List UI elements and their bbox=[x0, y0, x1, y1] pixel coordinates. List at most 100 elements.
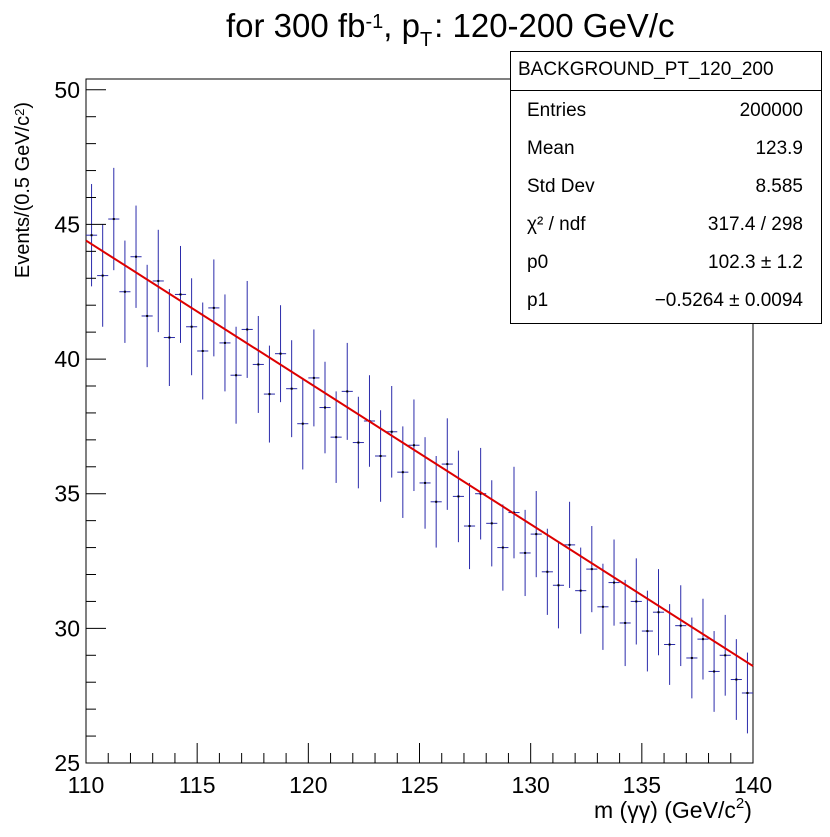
data-point bbox=[286, 340, 298, 438]
data-point bbox=[330, 391, 342, 483]
x-tick-label: 120 bbox=[289, 772, 327, 798]
stats-label: p0 bbox=[527, 252, 549, 273]
stats-row: χ² / ndf 317.4 / 298 bbox=[511, 210, 821, 240]
data-marker bbox=[613, 581, 616, 584]
data-marker bbox=[268, 393, 271, 396]
data-marker bbox=[568, 543, 571, 546]
data-marker bbox=[190, 325, 193, 328]
data-point bbox=[141, 264, 153, 368]
data-marker bbox=[635, 600, 638, 603]
data-marker bbox=[157, 279, 160, 282]
data-point bbox=[541, 528, 553, 615]
data-point bbox=[441, 418, 453, 510]
data-point bbox=[252, 315, 264, 413]
ylabel-suffix: ) bbox=[12, 101, 34, 109]
data-marker bbox=[657, 611, 660, 614]
data-marker bbox=[301, 422, 304, 425]
data-point bbox=[241, 280, 253, 378]
data-point bbox=[486, 480, 498, 567]
data-marker bbox=[646, 630, 649, 633]
y-tick-label: 25 bbox=[54, 750, 80, 776]
data-marker bbox=[379, 455, 382, 458]
data-marker bbox=[246, 328, 249, 331]
title-unit: GeV/c bbox=[582, 7, 675, 44]
data-point bbox=[497, 504, 509, 591]
x-axis: 110 115 120 125 130 135 140 bbox=[68, 743, 772, 798]
data-point bbox=[386, 385, 398, 478]
data-marker bbox=[312, 376, 315, 379]
data-point bbox=[408, 399, 420, 492]
x-tick-label: 135 bbox=[623, 772, 661, 798]
y-tick-label: 35 bbox=[54, 481, 80, 507]
data-marker bbox=[446, 463, 449, 466]
data-marker bbox=[324, 406, 327, 409]
data-point bbox=[697, 598, 709, 680]
data-marker bbox=[601, 605, 604, 608]
stats-value: −0.5264 ± 0.0094 bbox=[654, 290, 803, 311]
data-point bbox=[730, 639, 742, 720]
data-marker bbox=[579, 589, 582, 592]
data-marker bbox=[701, 638, 704, 641]
y-tick-label: 50 bbox=[54, 77, 80, 103]
y-axis: 25 30 35 40 45 50 bbox=[54, 77, 106, 776]
data-point bbox=[375, 410, 387, 502]
data-marker bbox=[101, 274, 104, 277]
data-point bbox=[174, 245, 187, 343]
data-point bbox=[119, 240, 131, 343]
data-marker bbox=[735, 678, 738, 681]
data-point bbox=[108, 167, 120, 271]
data-marker bbox=[390, 430, 393, 433]
stats-value: 200000 bbox=[739, 100, 803, 121]
x-tick-label: 110 bbox=[68, 772, 105, 798]
stats-box: BACKGROUND_PT_120_200 Entries 200000 Mean… bbox=[510, 51, 822, 324]
data-marker bbox=[212, 306, 215, 309]
data-marker bbox=[179, 293, 182, 296]
data-point bbox=[419, 437, 431, 529]
data-marker bbox=[401, 471, 404, 474]
stats-label: Entries bbox=[527, 100, 587, 121]
y-axis-label: Events/(0.5 GeV/c2) bbox=[10, 60, 36, 320]
data-marker bbox=[457, 495, 460, 498]
title-lumi-exponent: -1 bbox=[365, 11, 384, 33]
stats-value: 102.3 ± 1.2 bbox=[708, 252, 803, 273]
data-marker bbox=[546, 570, 549, 573]
stats-row: Mean 123.9 bbox=[511, 134, 821, 164]
stats-row: p1 −0.5264 ± 0.0094 bbox=[511, 286, 821, 316]
x-tick-label: 125 bbox=[400, 772, 438, 798]
data-marker bbox=[346, 390, 349, 393]
data-marker bbox=[679, 624, 682, 627]
data-point bbox=[152, 229, 164, 333]
data-point bbox=[186, 278, 198, 376]
title-prefix: for 300 fb bbox=[226, 7, 366, 44]
chart-title: for 300 fb-1, pT: 120-200 GeV/c bbox=[226, 6, 675, 51]
ylabel-exponent: 2 bbox=[12, 108, 27, 116]
data-point bbox=[274, 305, 287, 403]
stats-label: Mean bbox=[527, 138, 575, 159]
x-tick-label: 115 bbox=[179, 772, 216, 798]
y-tick-label: 45 bbox=[54, 211, 80, 237]
data-point bbox=[719, 614, 731, 696]
data-marker bbox=[557, 584, 560, 587]
stats-row: Std Dev 8.585 bbox=[511, 172, 821, 202]
data-marker bbox=[535, 533, 538, 536]
data-marker bbox=[690, 656, 693, 659]
data-point bbox=[208, 259, 220, 357]
data-marker bbox=[201, 349, 204, 352]
stats-row: Entries 200000 bbox=[511, 96, 821, 126]
data-marker bbox=[724, 654, 727, 657]
data-marker bbox=[524, 551, 527, 554]
data-point bbox=[308, 329, 320, 427]
stats-row: p0 102.3 ± 1.2 bbox=[511, 248, 821, 278]
x-axis-label: m (γγ) (GeV/c2) bbox=[594, 795, 752, 824]
data-marker bbox=[135, 255, 138, 258]
data-marker bbox=[746, 691, 749, 694]
data-point bbox=[86, 184, 98, 287]
x-tick-label: 140 bbox=[734, 772, 772, 798]
ylabel-prefix: Events/(0.5 GeV/c bbox=[12, 115, 34, 279]
data-marker bbox=[479, 492, 482, 495]
data-marker bbox=[335, 436, 338, 439]
stats-label: Std Dev bbox=[527, 176, 595, 197]
title-mid: , p bbox=[383, 7, 420, 44]
data-point bbox=[708, 631, 720, 712]
